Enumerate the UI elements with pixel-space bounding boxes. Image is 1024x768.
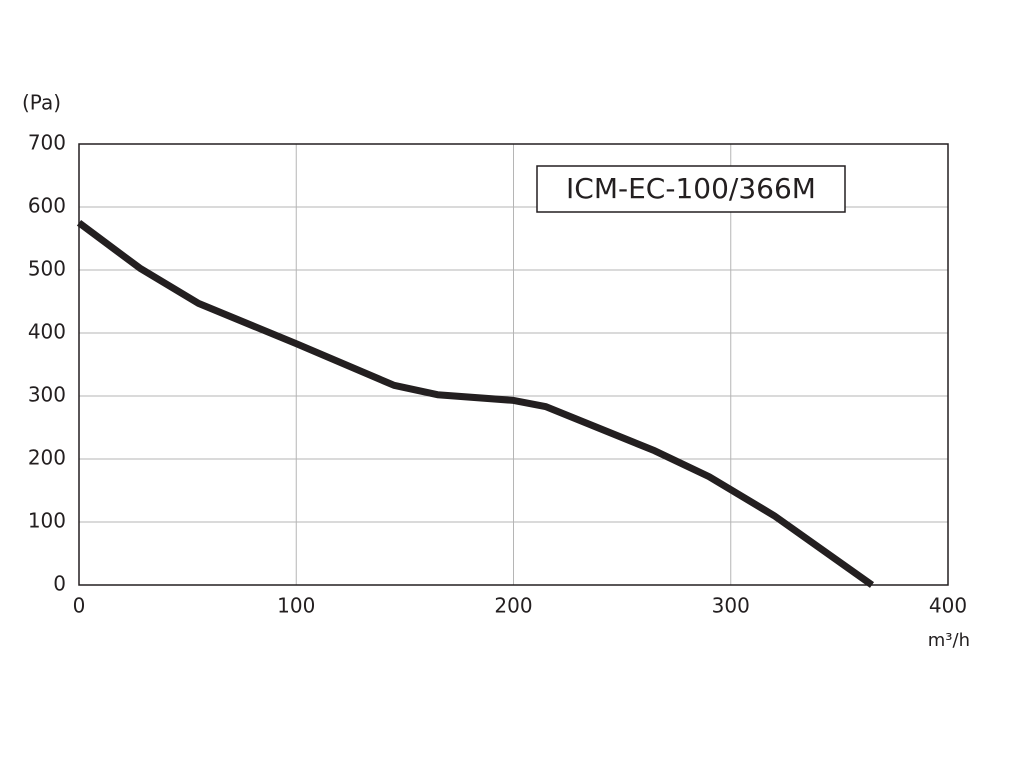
curve — [76, 219, 875, 588]
y-tick-label: 500 — [28, 257, 66, 281]
y-tick-label: 100 — [28, 509, 66, 533]
y-tick-label: 700 — [28, 131, 66, 155]
x-axis-label: m³/h — [928, 630, 970, 651]
y-tick-label: 400 — [28, 320, 66, 344]
annotation-box — [536, 165, 846, 213]
y-tick-label: 600 — [28, 194, 66, 218]
y-tick-label: 300 — [28, 383, 66, 407]
annotation: ICM-EC-100/366M — [566, 172, 816, 205]
y-axis-label: (Pa) — [22, 91, 61, 115]
x-tick-label: 400 — [929, 594, 967, 618]
x-tick-label: 0 — [73, 594, 86, 618]
x-tick-label: 300 — [712, 594, 750, 618]
x-tick-label: 200 — [494, 594, 532, 618]
y-tick-label: 0 — [53, 572, 66, 596]
x-tick-label: 100 — [277, 594, 315, 618]
plot-frame — [78, 143, 949, 586]
y-tick-label: 200 — [28, 446, 66, 470]
